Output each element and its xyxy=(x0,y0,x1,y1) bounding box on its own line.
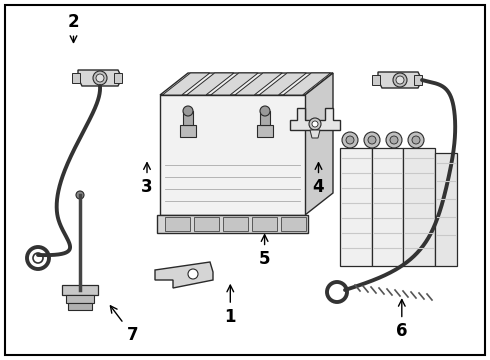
Circle shape xyxy=(364,132,380,148)
Circle shape xyxy=(309,118,321,130)
Polygon shape xyxy=(155,262,213,288)
Circle shape xyxy=(390,136,398,144)
Bar xyxy=(72,73,80,83)
Circle shape xyxy=(312,121,318,127)
Polygon shape xyxy=(378,72,422,88)
Polygon shape xyxy=(290,108,340,130)
Bar xyxy=(340,148,372,266)
Bar xyxy=(157,215,308,233)
Bar xyxy=(372,148,403,266)
Text: 3: 3 xyxy=(141,163,153,196)
Text: 2: 2 xyxy=(68,13,79,42)
Polygon shape xyxy=(187,73,234,95)
Bar xyxy=(260,111,270,125)
Polygon shape xyxy=(305,73,333,215)
Bar xyxy=(66,295,94,303)
Bar xyxy=(183,111,193,125)
Text: 1: 1 xyxy=(224,285,236,326)
Circle shape xyxy=(96,74,104,82)
Bar xyxy=(223,217,248,231)
Polygon shape xyxy=(259,73,306,95)
Bar xyxy=(372,75,380,85)
Bar xyxy=(165,217,190,231)
Text: 6: 6 xyxy=(396,300,408,340)
Bar xyxy=(114,73,122,83)
Bar xyxy=(435,153,457,266)
Polygon shape xyxy=(235,73,282,95)
Polygon shape xyxy=(160,73,333,95)
Polygon shape xyxy=(211,73,258,95)
Circle shape xyxy=(386,132,402,148)
Text: 4: 4 xyxy=(313,163,324,196)
Circle shape xyxy=(93,71,107,85)
Bar xyxy=(62,285,98,295)
Bar xyxy=(403,148,435,266)
Circle shape xyxy=(260,106,270,116)
Polygon shape xyxy=(78,70,122,86)
Bar xyxy=(194,217,219,231)
Circle shape xyxy=(188,269,198,279)
Circle shape xyxy=(346,136,354,144)
Polygon shape xyxy=(162,73,210,95)
Text: 7: 7 xyxy=(110,306,138,344)
Polygon shape xyxy=(283,73,331,95)
Circle shape xyxy=(342,132,358,148)
Bar xyxy=(281,217,306,231)
Circle shape xyxy=(396,76,404,84)
Bar xyxy=(252,217,277,231)
Bar xyxy=(414,75,422,85)
Bar xyxy=(180,125,196,137)
Polygon shape xyxy=(310,130,320,138)
Circle shape xyxy=(408,132,424,148)
Text: 5: 5 xyxy=(259,235,270,268)
Circle shape xyxy=(76,191,84,199)
Circle shape xyxy=(183,106,193,116)
Bar xyxy=(160,95,305,215)
Circle shape xyxy=(412,136,420,144)
Bar xyxy=(68,303,92,310)
Bar xyxy=(257,125,273,137)
Circle shape xyxy=(368,136,376,144)
Circle shape xyxy=(393,73,407,87)
